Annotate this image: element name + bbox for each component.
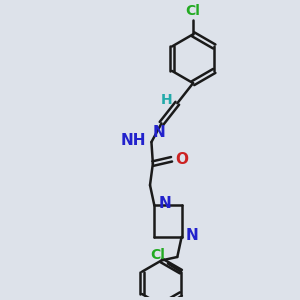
Text: NH: NH (121, 133, 146, 148)
Text: N: N (153, 125, 166, 140)
Text: O: O (175, 152, 188, 167)
Text: N: N (159, 196, 171, 211)
Text: H: H (160, 93, 172, 107)
Text: Cl: Cl (186, 4, 200, 19)
Text: Cl: Cl (150, 248, 165, 262)
Text: N: N (186, 228, 199, 243)
